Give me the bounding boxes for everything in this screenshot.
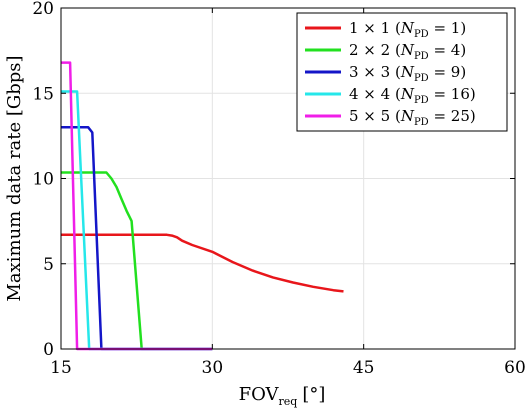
- y-axis-label: Maximum data rate [Gbps]: [4, 55, 25, 301]
- x-axis-label-main: FOV: [239, 384, 280, 405]
- x-axis-label: FOVreq [°]: [239, 384, 326, 408]
- series-line-1: [61, 233, 344, 293]
- y-tick-label: 15: [32, 84, 54, 104]
- legend-entry: 5 × 5 (NPD = 25): [349, 107, 476, 128]
- x-axis-label-unit: [°]: [302, 384, 325, 405]
- legend-entry: 4 × 4 (NPD = 16): [349, 85, 476, 106]
- y-tick-label: 5: [43, 255, 54, 275]
- series-line-4: [61, 90, 213, 351]
- x-axis-label-sub: req: [279, 395, 298, 408]
- legend-entry: 2 × 2 (NPD = 4): [349, 41, 466, 62]
- x-tick-label: 15: [50, 358, 72, 378]
- x-tick-label: 45: [353, 358, 375, 378]
- legend: 1 × 1 (NPD = 1)2 × 2 (NPD = 4)3 × 3 (NPD…: [296, 12, 508, 132]
- y-tick-label: 0: [43, 340, 54, 360]
- axis-labels: FOVreq [°] Maximum data rate [Gbps]: [4, 55, 325, 408]
- x-tick-label: 30: [202, 358, 224, 378]
- legend-entry: 1 × 1 (NPD = 1): [349, 19, 466, 40]
- x-tick-label: 60: [504, 358, 525, 378]
- legend-entry: 3 × 3 (NPD = 9): [349, 63, 466, 84]
- series-line-2: [61, 171, 213, 351]
- tick-layer: 15 30 45 60 0 5 10 15 20: [32, 0, 525, 378]
- y-tick-label: 10: [32, 170, 54, 190]
- y-tick-label: 20: [32, 0, 54, 19]
